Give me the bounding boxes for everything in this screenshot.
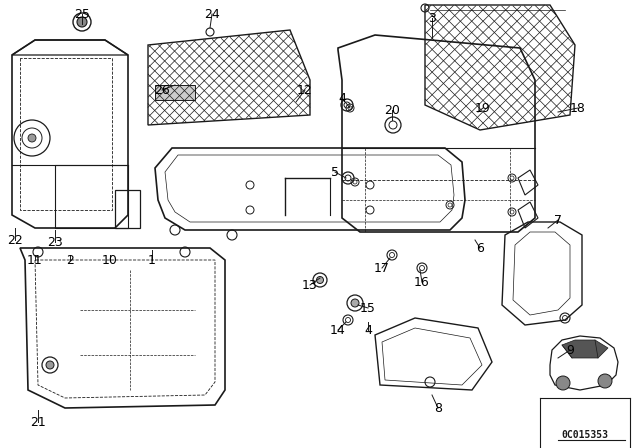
Text: 20: 20 bbox=[384, 103, 400, 116]
Text: 19: 19 bbox=[475, 102, 491, 115]
Circle shape bbox=[28, 134, 36, 142]
Text: 7: 7 bbox=[554, 214, 562, 227]
Text: 12: 12 bbox=[297, 83, 313, 96]
Circle shape bbox=[556, 376, 570, 390]
Text: 5: 5 bbox=[331, 165, 339, 178]
Text: 21: 21 bbox=[30, 415, 46, 428]
Text: 16: 16 bbox=[414, 276, 430, 289]
Text: 24: 24 bbox=[204, 8, 220, 21]
Circle shape bbox=[351, 299, 359, 307]
Text: 0C015353: 0C015353 bbox=[561, 430, 609, 440]
Text: 25: 25 bbox=[74, 8, 90, 21]
Text: 13: 13 bbox=[302, 279, 318, 292]
Text: 4: 4 bbox=[338, 91, 346, 104]
Text: 10: 10 bbox=[102, 254, 118, 267]
Text: 2: 2 bbox=[66, 254, 74, 267]
Text: 26: 26 bbox=[154, 83, 170, 96]
Circle shape bbox=[598, 374, 612, 388]
Text: 6: 6 bbox=[476, 241, 484, 254]
Text: 3: 3 bbox=[428, 12, 436, 25]
Text: 15: 15 bbox=[360, 302, 376, 314]
Text: 11: 11 bbox=[27, 254, 43, 267]
Text: 9: 9 bbox=[566, 344, 574, 357]
Text: 8: 8 bbox=[434, 401, 442, 414]
Text: 1: 1 bbox=[148, 254, 156, 267]
Text: 23: 23 bbox=[47, 236, 63, 249]
Text: 17: 17 bbox=[374, 262, 390, 275]
Circle shape bbox=[77, 17, 87, 27]
Text: 22: 22 bbox=[7, 233, 23, 246]
Polygon shape bbox=[155, 85, 195, 100]
Circle shape bbox=[317, 276, 323, 284]
Circle shape bbox=[46, 361, 54, 369]
Text: 18: 18 bbox=[570, 102, 586, 115]
Text: 14: 14 bbox=[330, 323, 346, 336]
Text: 4: 4 bbox=[364, 323, 372, 336]
Polygon shape bbox=[562, 340, 608, 358]
